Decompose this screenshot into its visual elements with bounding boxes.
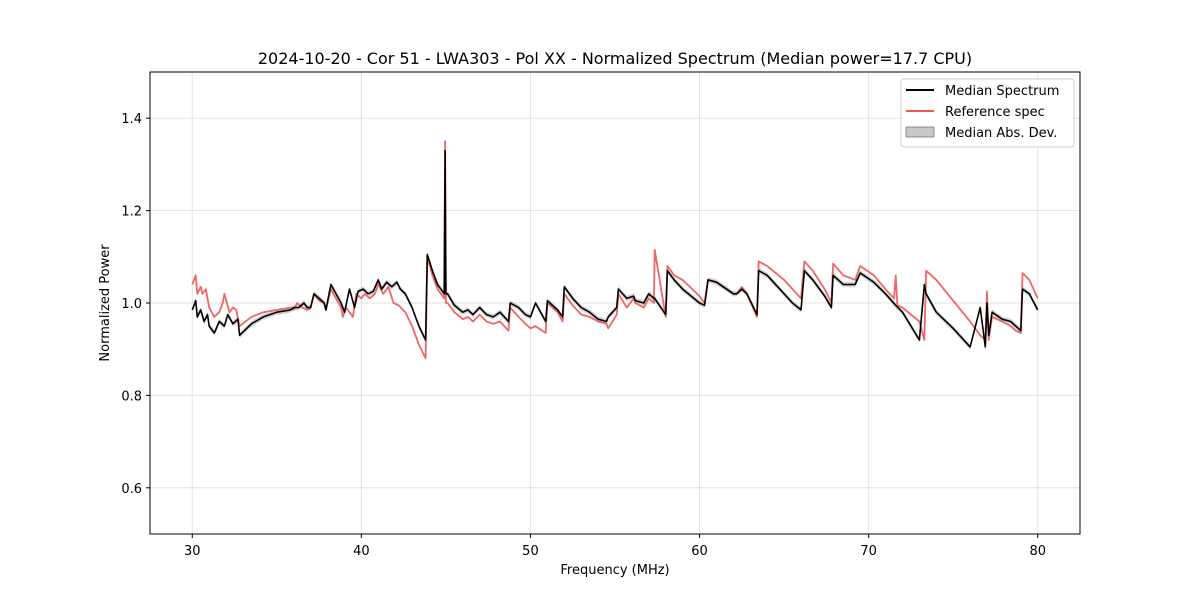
x-tick-label: 70 xyxy=(860,544,877,559)
chart-title: 2024-10-20 - Cor 51 - LWA303 - Pol XX - … xyxy=(258,49,972,68)
x-tick-label: 80 xyxy=(1029,544,1046,559)
x-tick-label: 50 xyxy=(522,544,539,559)
legend-label-median-spectrum: Median Spectrum xyxy=(945,84,1059,99)
x-tick-label: 60 xyxy=(691,544,708,559)
y-tick-label: 0.8 xyxy=(121,389,142,404)
y-tick-label: 0.6 xyxy=(121,482,142,497)
legend-swatch-mad-band xyxy=(905,126,935,138)
y-tick-label: 1.4 xyxy=(121,112,142,127)
mad-band-layer xyxy=(192,147,1038,350)
x-axis-ticks: 30 40 50 60 70 80 xyxy=(184,534,1046,559)
series-line-median-spectrum xyxy=(191,149,1039,348)
y-axis-ticks: 0.6 0.8 1.0 1.2 1.4 xyxy=(121,112,150,497)
x-axis-label: Frequency (MHz) xyxy=(560,563,669,578)
x-tick-label: 30 xyxy=(184,544,201,559)
y-tick-label: 1.2 xyxy=(121,205,142,220)
legend-label-reference-spec: Reference spec xyxy=(945,105,1045,120)
y-tick-label: 1.0 xyxy=(121,297,142,312)
legend: Median Spectrum Reference spec Median Ab… xyxy=(900,78,1075,148)
mad-band xyxy=(192,147,1038,350)
legend-label-mad-band: Median Abs. Dev. xyxy=(945,126,1057,141)
legend-box xyxy=(900,78,1075,148)
y-axis-label: Normalized Power xyxy=(98,244,113,362)
series-layer xyxy=(191,140,1039,360)
x-tick-label: 40 xyxy=(353,544,370,559)
